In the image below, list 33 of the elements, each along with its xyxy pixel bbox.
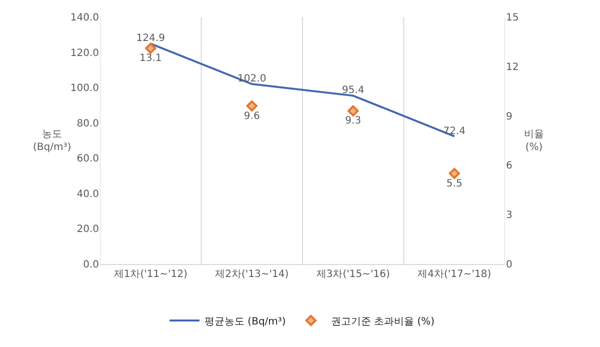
y-tick-label: 20.0 [76, 224, 99, 236]
x-tick-label: 제3차('15~'16) [316, 269, 390, 280]
data-label: 13.1 [139, 53, 162, 64]
y-tick-label: 140.0 [70, 12, 99, 24]
y2-tick-label: 6 [506, 160, 512, 172]
y-axis-title: 농도 (Bq/m³) [33, 129, 72, 153]
x-tick-label: 제1차('11~'12) [114, 269, 188, 280]
y-tick-label: 0.0 [83, 260, 99, 270]
point [348, 105, 359, 116]
y2-tick-label: 15 [506, 12, 519, 24]
data-label: 9.3 [345, 116, 362, 127]
point [448, 168, 460, 179]
x-tick-label: 제2차('13~'14) [215, 269, 289, 280]
point [145, 42, 156, 54]
data-label: 124.9 [136, 33, 165, 44]
y-tick-label: 100.0 [70, 83, 99, 94]
y2-tick-label: 0 [506, 260, 512, 270]
legend-label: 평균농도 (Bq/m³) [204, 316, 286, 328]
point [246, 100, 258, 112]
legend-label: 권고기준 초과비율 (%) [330, 316, 435, 328]
y-tick-label: 40.0 [76, 188, 99, 200]
data-label: 9.6 [244, 110, 260, 122]
y2-axis-title: 비율 (%) [524, 129, 544, 153]
y-tick-label: 60.0 [76, 154, 99, 165]
y2-tick-label: 12 [506, 62, 519, 73]
x-tick-label: 제4차('17~'18) [418, 269, 492, 280]
y2-tick-label: 3 [506, 210, 512, 222]
data-label: 5.5 [446, 178, 462, 190]
data-label: 95.4 [342, 85, 364, 96]
y-tick-label: 80.0 [76, 118, 99, 130]
data-label: 72.4 [443, 126, 466, 137]
y-tick-label: 120.0 [70, 48, 99, 59]
y2-tick-label: 9 [506, 111, 512, 122]
